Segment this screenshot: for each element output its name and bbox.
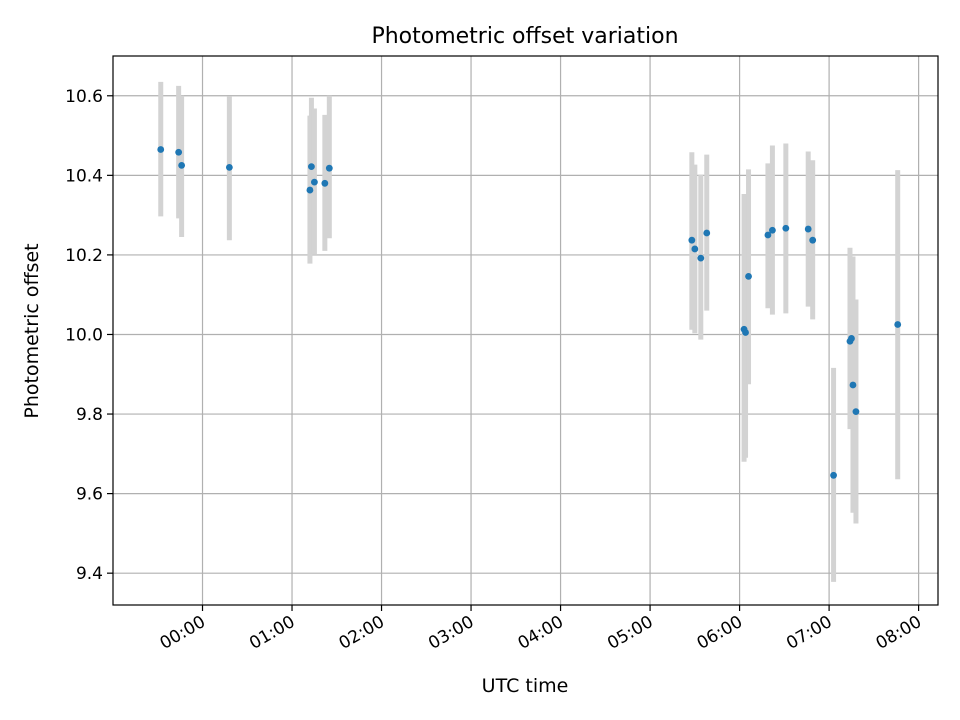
data-point — [848, 335, 855, 342]
data-point — [691, 245, 699, 253]
data-point — [742, 329, 749, 336]
data-point — [697, 254, 705, 262]
data-point — [175, 148, 183, 156]
y-tick-label: 10.6 — [65, 87, 103, 107]
x-axis-label: UTC time — [482, 675, 569, 697]
y-axis-label: Photometric offset — [21, 243, 43, 418]
grid-lines — [113, 56, 938, 605]
y-tick-label: 9.6 — [76, 485, 103, 505]
data-point — [804, 225, 812, 233]
y-tick-label: 10.2 — [65, 246, 103, 266]
data-point — [321, 179, 329, 187]
data-point — [782, 224, 790, 232]
data-point — [849, 381, 857, 389]
y-axis: 9.4 9.6 9.8 10.0 10.2 10.4 10.6 — [65, 87, 113, 584]
data-point — [764, 231, 772, 239]
data-point — [308, 163, 315, 170]
plot-area-frame — [112, 55, 939, 606]
data-point — [809, 236, 817, 244]
data-point — [157, 146, 165, 153]
data-point — [769, 226, 776, 234]
data-point — [745, 272, 752, 280]
data-point — [894, 321, 902, 328]
data-point — [225, 163, 233, 171]
y-tick-label: 9.4 — [76, 564, 103, 584]
data-point — [688, 236, 696, 244]
data-point — [311, 178, 318, 186]
data-point — [852, 408, 860, 416]
data-point — [306, 186, 314, 194]
data-point — [830, 471, 837, 479]
y-tick-label: 9.8 — [76, 405, 103, 425]
data-point — [178, 162, 186, 169]
y-tick-label: 10.4 — [65, 166, 103, 186]
data-point — [703, 229, 711, 237]
y-tick-label: 10.0 — [65, 325, 103, 345]
data-points — [157, 146, 902, 479]
data-point — [325, 164, 333, 172]
chart-title: Photometric offset variation — [371, 24, 678, 49]
